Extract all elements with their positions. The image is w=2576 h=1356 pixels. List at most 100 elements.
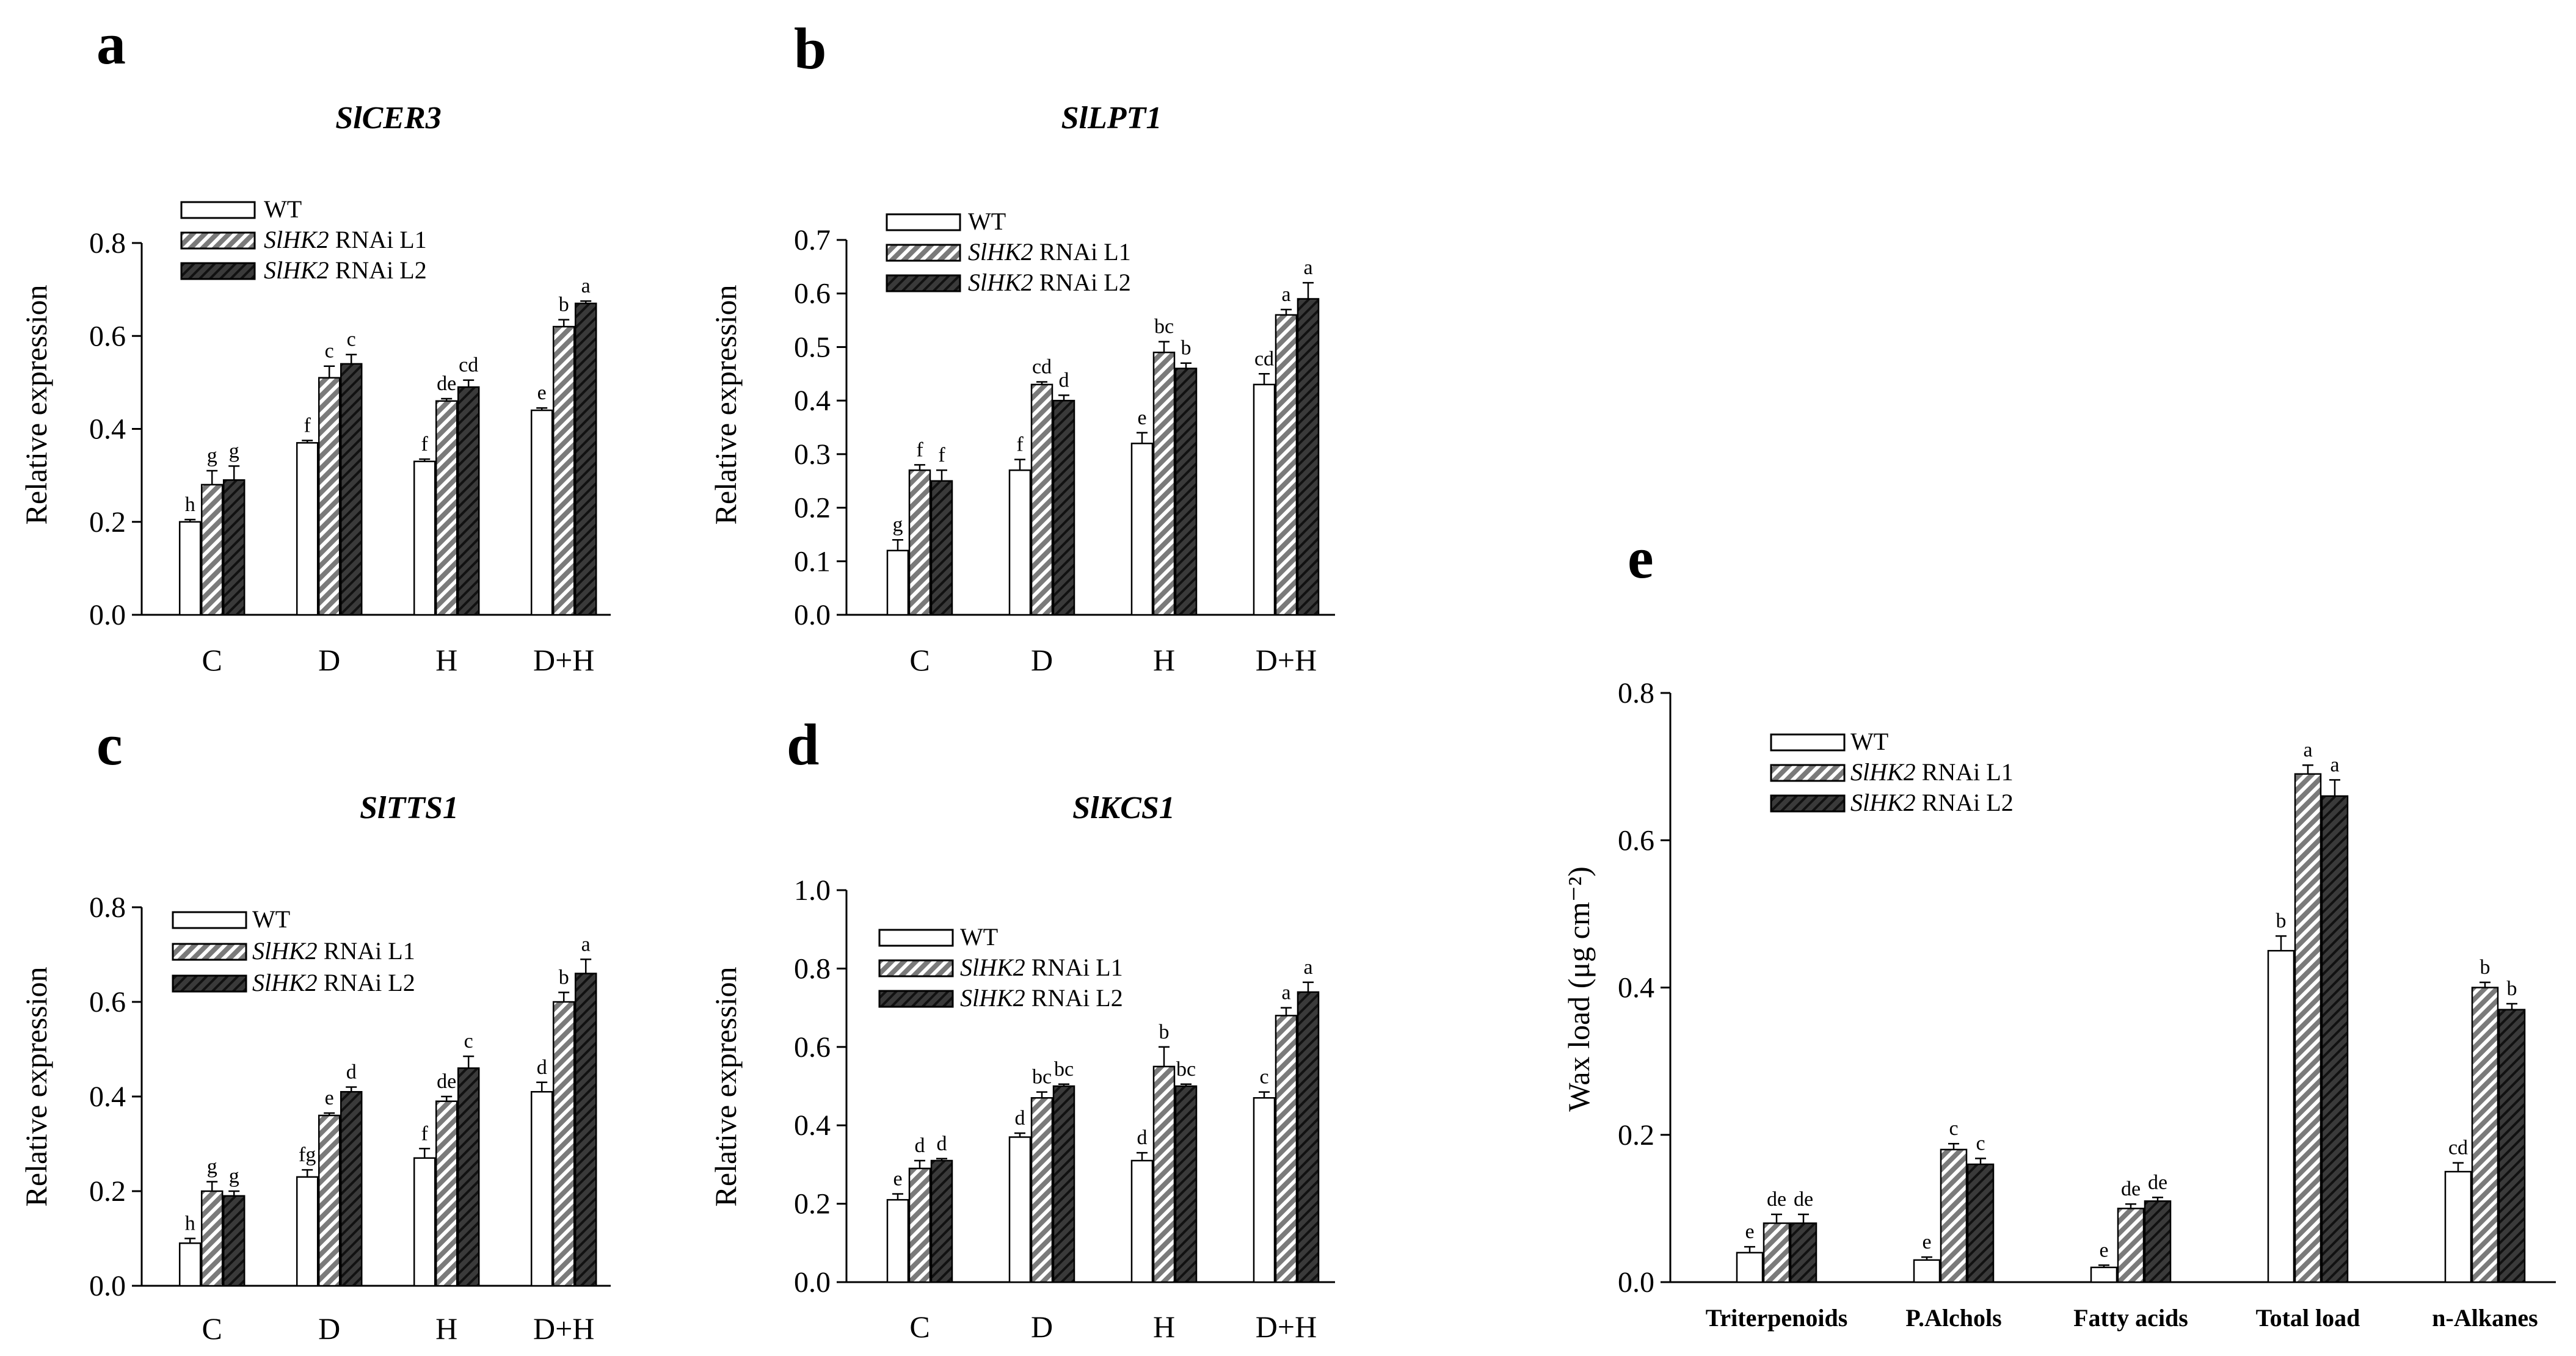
legend-l1-suffix: RNAi L1 <box>1916 758 2014 786</box>
significance-label: d <box>915 1134 925 1157</box>
bar <box>1130 1159 1154 1283</box>
significance-label: b <box>2276 910 2287 932</box>
bar <box>178 521 202 616</box>
significance-label: g <box>893 513 903 536</box>
y-tick-label: 0.4 <box>794 1109 831 1142</box>
significance-label: de <box>1767 1188 1786 1211</box>
legend-l2-gene: SlHK2 <box>1850 789 1916 816</box>
bar <box>886 1198 909 1283</box>
significance-label: cd <box>1032 355 1052 378</box>
bar <box>435 1100 458 1287</box>
legend-l2-suffix: RNAi L2 <box>1916 789 2014 816</box>
x-tick-label: D+H <box>1256 1310 1317 1344</box>
x-tick-label: D <box>1031 1310 1053 1344</box>
bar <box>2144 1200 2172 1283</box>
bar <box>413 1157 436 1287</box>
bar <box>1052 399 1075 616</box>
significance-label: e <box>325 1087 334 1109</box>
y-tick-label: 0.6 <box>89 320 126 352</box>
bar <box>1789 1222 1817 1283</box>
significance-label: f <box>916 438 923 461</box>
bar <box>1008 1136 1031 1283</box>
significance-label: f <box>421 433 429 455</box>
legend-label-l2: SlHK2 RNAi L2 <box>264 256 427 284</box>
bar <box>930 480 953 616</box>
y-tick-label: 0.2 <box>794 492 831 524</box>
bar <box>2498 1009 2526 1283</box>
significance-label: a <box>2303 739 2312 761</box>
bar <box>2090 1266 2118 1283</box>
legend-key-l1 <box>886 244 961 262</box>
bar <box>1152 1065 1176 1283</box>
significance-label: e <box>2099 1239 2108 1261</box>
bar <box>318 1114 341 1287</box>
chart-title-a: SlCER3 <box>335 101 441 136</box>
significance-label: de <box>2148 1171 2167 1194</box>
panel-letter-d: d <box>787 712 819 777</box>
bar <box>340 363 363 616</box>
legend-l1-suffix: RNAi L1 <box>318 937 415 965</box>
legend-l1-gene: SlHK2 <box>960 954 1025 981</box>
significance-label: c <box>1949 1117 1958 1140</box>
y-tick-label: 1.0 <box>794 874 831 907</box>
legend-key-l1 <box>878 959 954 977</box>
legend-key-wt <box>886 213 961 231</box>
panel-letter-c: c <box>96 712 123 777</box>
bar <box>908 469 931 616</box>
x-tick-label: D+H <box>533 643 594 677</box>
bar <box>2117 1208 2145 1283</box>
y-tick-label: 0.0 <box>794 599 831 631</box>
chart-title-b: SlLPT1 <box>1061 101 1162 136</box>
y-tick-label: 0.1 <box>794 545 831 578</box>
significance-label: bc <box>1032 1066 1052 1089</box>
bar <box>2294 773 2322 1283</box>
significance-label: b <box>2480 956 2490 979</box>
significance-label: c <box>1976 1132 1985 1155</box>
plot-area-b: 0.00.10.20.30.40.50.60.7gf fCfcddDebcbHcd… <box>794 224 1335 677</box>
significance-label: d <box>537 1056 547 1079</box>
significance-label: bc <box>1154 316 1174 338</box>
significance-label: g <box>229 440 239 462</box>
bar <box>1174 1085 1198 1283</box>
y-axis-label-c: Relative expression <box>19 967 53 1207</box>
significance-label: h <box>185 1213 195 1235</box>
bar <box>2471 987 2499 1283</box>
y-tick-label: 0.5 <box>794 331 831 363</box>
significance-label: f <box>1016 433 1024 456</box>
bar <box>1253 1097 1276 1283</box>
x-tick-label: H <box>1153 1310 1175 1344</box>
legend-label-l2: SlHK2 RNAi L2 <box>960 984 1123 1012</box>
significance-label: g <box>229 1165 239 1187</box>
significance-label: h <box>185 493 195 516</box>
bar <box>340 1091 363 1287</box>
legend-l1-gene: SlHK2 <box>264 226 329 253</box>
legend-l1-suffix: RNAi L1 <box>329 226 427 253</box>
panel-letter-a: a <box>96 11 126 76</box>
y-tick-label: 0.7 <box>794 224 831 256</box>
bar <box>2267 949 2295 1283</box>
significance-label: c <box>1259 1066 1268 1089</box>
legend-key-l2 <box>1770 794 1846 813</box>
legend-e: WT SlHK2 RNAi L1 SlHK2 RNAi L2 <box>1770 728 2014 816</box>
bar <box>1940 1148 1968 1283</box>
x-tick-label: H <box>435 1311 457 1346</box>
y-tick-label: 0.4 <box>89 413 126 446</box>
significance-label: d <box>937 1133 947 1155</box>
legend-label-l1: SlHK2 RNAi L1 <box>264 226 427 253</box>
significance-label: de <box>437 1070 456 1093</box>
legend-l2-suffix: RNAi L2 <box>1025 984 1123 1012</box>
significance-label: c <box>464 1030 473 1053</box>
bar <box>552 1001 575 1287</box>
significance-label: c <box>325 340 334 363</box>
bar <box>1130 443 1154 616</box>
legend-label-wt: WT <box>252 905 290 933</box>
x-tick-label: C <box>909 643 930 677</box>
bar <box>908 1167 931 1283</box>
bar <box>222 479 246 616</box>
y-axis-label-e: Wax load (μg cm⁻²) <box>1562 866 1596 1112</box>
x-tick-label: C <box>909 1310 930 1344</box>
significance-label: cd <box>459 354 478 377</box>
chart-title-c: SlTTS1 <box>360 791 459 825</box>
significance-label: a <box>1303 256 1312 279</box>
